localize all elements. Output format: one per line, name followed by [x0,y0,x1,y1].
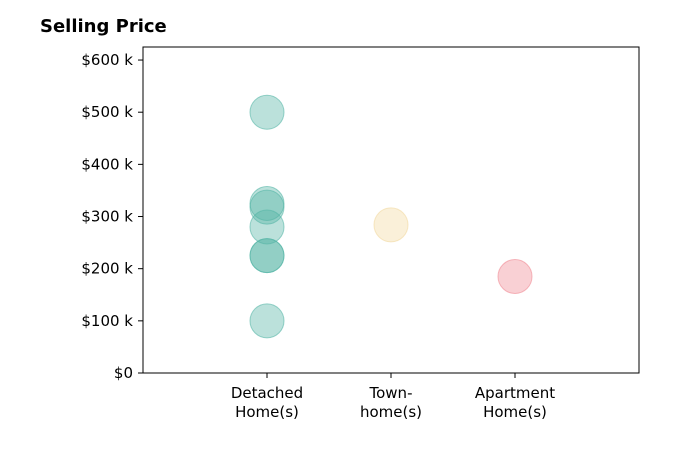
data-point [497,259,533,295]
y-tick-label: $200 k [81,260,133,278]
x-tick-label: Town-home(s) [360,384,422,421]
chart-title: Selling Price [40,16,167,37]
x-tick-label: Detached Home(s) [231,384,303,421]
data-point [249,238,285,274]
data-point [249,189,285,225]
data-point [373,207,409,243]
x-tick-label: Apartment Home(s) [475,384,555,421]
y-tick-label: $600 k [81,51,133,69]
data-point [249,94,285,130]
data-point [249,303,285,339]
y-tick-label: $300 k [81,208,133,226]
y-tick-label: $100 k [81,312,133,330]
y-tick-label: $500 k [81,103,133,121]
y-tick-label: $400 k [81,155,133,173]
data-point [249,209,285,245]
y-tick-label: $0 [114,364,133,382]
